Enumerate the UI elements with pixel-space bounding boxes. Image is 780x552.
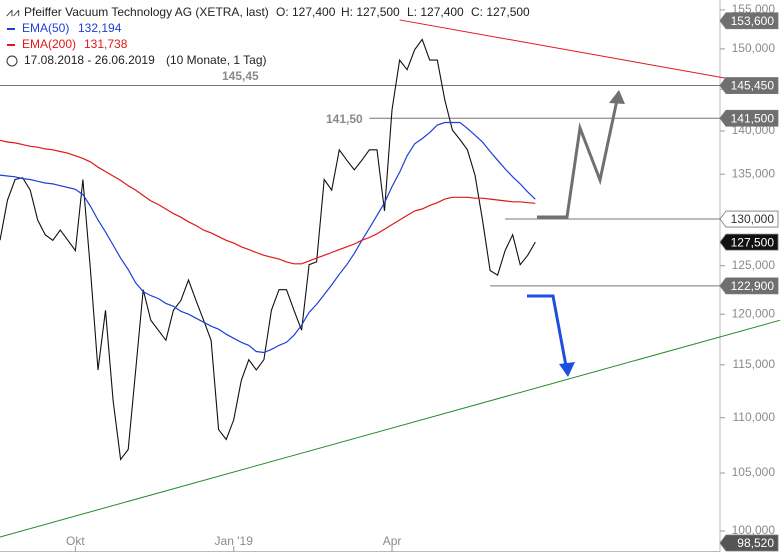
annotation: 145,45 [222, 69, 259, 83]
ohlc-low: L: 127,400 [407, 5, 464, 19]
x-tick-label: Jan '19 [215, 534, 254, 548]
y-tick-label: 125,000 [732, 258, 776, 272]
y-tick-label: 120,000 [732, 306, 776, 320]
level-label: 130,000 [731, 212, 775, 226]
level-label: 122,900 [731, 279, 775, 293]
x-tick-label: Okt [66, 534, 85, 548]
y-tick-label: 115,000 [733, 357, 776, 371]
x-tick-label: Apr [383, 534, 402, 548]
clock-icon [6, 55, 18, 67]
legend-value: 131,738 [84, 37, 128, 51]
level-label: 145,450 [731, 79, 775, 93]
level-tag [719, 534, 779, 552]
level-label: 98,520 [737, 536, 774, 550]
header: ⩘⩘ Pfeiffer Vacuum Technology AG (XETRA,… [6, 5, 530, 67]
trendline [0, 319, 780, 538]
scenario-arrow-up [537, 99, 619, 219]
level-label: 141,500 [731, 111, 775, 125]
ohlc-open: O: 127,400 [276, 5, 336, 19]
arrow-head [609, 90, 625, 104]
level-label: 127,500 [731, 235, 775, 249]
y-tick-label: 135,000 [732, 166, 776, 180]
level-label: 153,600 [731, 14, 775, 28]
legend-label: EMA(50) [22, 21, 69, 35]
scenario-arrow-down [527, 294, 568, 367]
level-tag [719, 277, 779, 295]
period-note: (10 Monate, 1 Tag) [166, 53, 267, 67]
y-tick-label: 100,000 [732, 523, 776, 537]
period: 17.08.2018 - 26.06.2019 [24, 53, 155, 67]
price-line [0, 38, 536, 461]
chart-icon: ⩘⩘ [6, 5, 20, 19]
level-tag [719, 77, 779, 94]
ema-line [0, 121, 536, 354]
chart-title: Pfeiffer Vacuum Technology AG (XETRA, la… [24, 5, 269, 19]
legend-value: 132,194 [78, 21, 122, 35]
ohlc-high: H: 127,500 [341, 5, 400, 19]
ema-line [0, 139, 536, 265]
arrow-head [559, 362, 575, 377]
level-tag [719, 109, 779, 127]
level-tag [719, 233, 779, 251]
legend-label: EMA(200) [22, 37, 76, 51]
y-tick-label: 105,000 [732, 465, 776, 479]
y-tick-label: 110,000 [733, 410, 776, 424]
level-tag [719, 12, 779, 30]
level-tag [719, 210, 779, 228]
trendline [399, 19, 747, 83]
ohlc-close: C: 127,500 [471, 5, 530, 19]
y-tick-label: 150,000 [732, 41, 776, 55]
annotation: 141,50 [326, 112, 363, 126]
